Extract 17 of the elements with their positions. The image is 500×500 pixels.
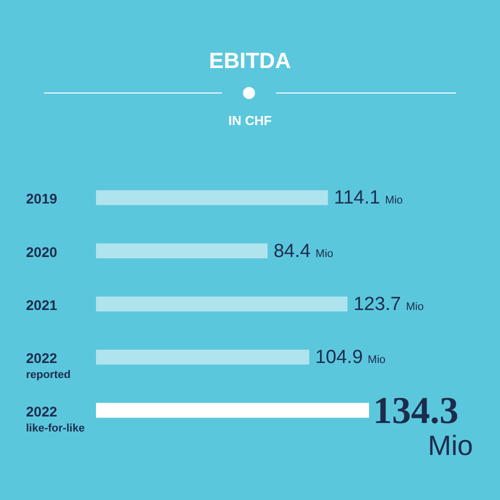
y-tick-label: 2022 like-for-like (26, 403, 85, 434)
y-tick-label: 2021 (26, 297, 58, 313)
data-label: 104.9 Mio (315, 347, 386, 368)
chart-subtitle: IN CHF (228, 113, 272, 128)
bar (96, 296, 348, 312)
bar (96, 350, 310, 365)
y-tick-label: 2019 (26, 190, 58, 207)
bar (96, 402, 369, 418)
y-tick-label: 2020 (26, 244, 58, 260)
data-label: 84.4 Mio (274, 240, 334, 262)
data-label: 134.3 Mio (373, 390, 473, 461)
bar (96, 190, 328, 206)
y-tick-label: 2022 reported (26, 350, 71, 382)
data-label: 114.1 Mio (334, 188, 403, 209)
data-label: 123.7 Mio (353, 294, 424, 315)
bar (96, 243, 268, 258)
chart-title: EBITDA (209, 48, 292, 73)
